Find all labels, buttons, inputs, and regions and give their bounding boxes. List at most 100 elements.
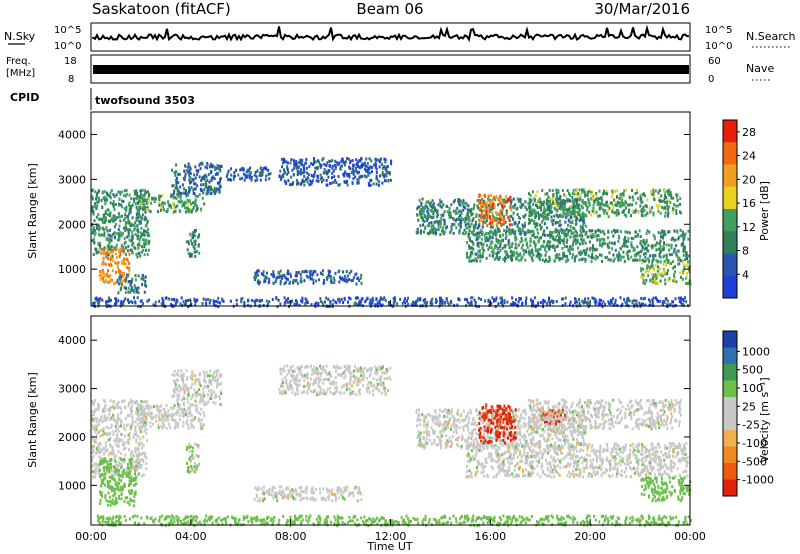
data-cell — [539, 201, 542, 205]
data-cell — [331, 176, 333, 180]
data-cell — [564, 212, 567, 216]
data-cell — [602, 238, 605, 242]
data-cell — [567, 223, 569, 227]
data-cell — [175, 178, 178, 182]
data-cell — [365, 169, 368, 173]
data-cell — [681, 241, 684, 245]
data-cell — [460, 211, 463, 215]
data-cell — [300, 182, 302, 186]
data-cell — [438, 296, 441, 300]
data-cell — [657, 272, 660, 276]
data-cell — [545, 258, 547, 262]
data-cell — [292, 279, 295, 282]
data-cell — [484, 215, 487, 219]
data-cell — [135, 475, 138, 479]
data-cell — [91, 451, 94, 455]
data-cell — [287, 179, 290, 183]
data-cell — [302, 171, 305, 175]
data-cell — [498, 245, 501, 249]
data-cell — [365, 157, 368, 161]
data-cell — [476, 243, 479, 247]
data-cell — [100, 233, 103, 237]
data-cell — [99, 475, 102, 479]
nave-label: Nave — [746, 62, 774, 75]
data-cell — [204, 173, 207, 177]
data-cell — [534, 243, 537, 247]
data-cell — [551, 223, 554, 226]
data-cell — [631, 203, 634, 207]
data-cell — [194, 198, 197, 202]
data-cell — [566, 210, 569, 213]
data-cell — [432, 215, 435, 219]
data-cell — [127, 232, 130, 236]
data-cell — [136, 409, 139, 413]
data-cell — [451, 222, 454, 226]
data-cell — [450, 299, 452, 303]
data-cell — [121, 231, 124, 235]
data-cell — [126, 235, 129, 239]
data-cell — [542, 213, 545, 217]
data-cell — [583, 202, 586, 206]
data-cell — [295, 166, 298, 170]
data-cell — [127, 230, 130, 234]
data-cell — [369, 183, 372, 187]
data-cell — [566, 255, 569, 258]
data-cell — [95, 462, 98, 466]
data-cell — [584, 259, 587, 263]
data-cell — [198, 175, 201, 179]
data-cell — [107, 467, 110, 471]
data-cell — [190, 202, 192, 206]
data-cell — [211, 188, 214, 192]
data-cell — [572, 240, 575, 244]
data-cell — [676, 254, 679, 258]
data-cell — [334, 159, 337, 163]
data-cell — [675, 253, 678, 257]
data-cell — [129, 470, 132, 474]
data-cell — [133, 284, 136, 288]
data-cell — [98, 430, 101, 434]
data-cell — [662, 269, 665, 273]
data-cell — [510, 245, 513, 248]
data-cell — [499, 234, 502, 238]
data-cell — [625, 303, 628, 307]
data-cell — [261, 298, 263, 302]
data-cell — [146, 253, 149, 256]
data-cell — [113, 470, 116, 474]
data-cell — [540, 204, 543, 208]
data-cell — [107, 461, 110, 465]
data-cell — [453, 222, 456, 226]
data-cell — [140, 218, 143, 222]
data-cell — [92, 212, 95, 216]
data-cell — [475, 232, 478, 236]
data-cell — [480, 214, 483, 218]
data-cell — [630, 245, 633, 248]
data-cell — [330, 181, 333, 185]
data-cell — [555, 245, 558, 248]
data-cell — [128, 479, 131, 483]
power-marks — [91, 157, 692, 309]
data-cell — [598, 197, 601, 201]
data-cell — [529, 230, 531, 234]
data-cell — [664, 194, 667, 197]
data-cell — [298, 303, 301, 307]
data-cell — [139, 206, 142, 210]
data-cell — [546, 200, 549, 204]
data-cell — [505, 200, 508, 204]
data-cell — [281, 277, 284, 281]
data-cell — [300, 276, 303, 280]
data-cell — [463, 228, 466, 232]
data-cell — [185, 299, 187, 303]
data-cell — [137, 447, 140, 451]
data-cell — [534, 249, 537, 253]
data-cell — [93, 429, 96, 433]
data-cell — [655, 281, 658, 285]
data-cell — [384, 160, 387, 164]
data-cell — [232, 174, 235, 178]
data-cell — [404, 301, 407, 305]
data-cell — [567, 207, 570, 211]
data-cell — [117, 268, 120, 272]
data-cell — [241, 296, 244, 300]
data-cell — [604, 302, 606, 306]
data-cell — [98, 404, 101, 408]
data-cell — [550, 219, 553, 223]
